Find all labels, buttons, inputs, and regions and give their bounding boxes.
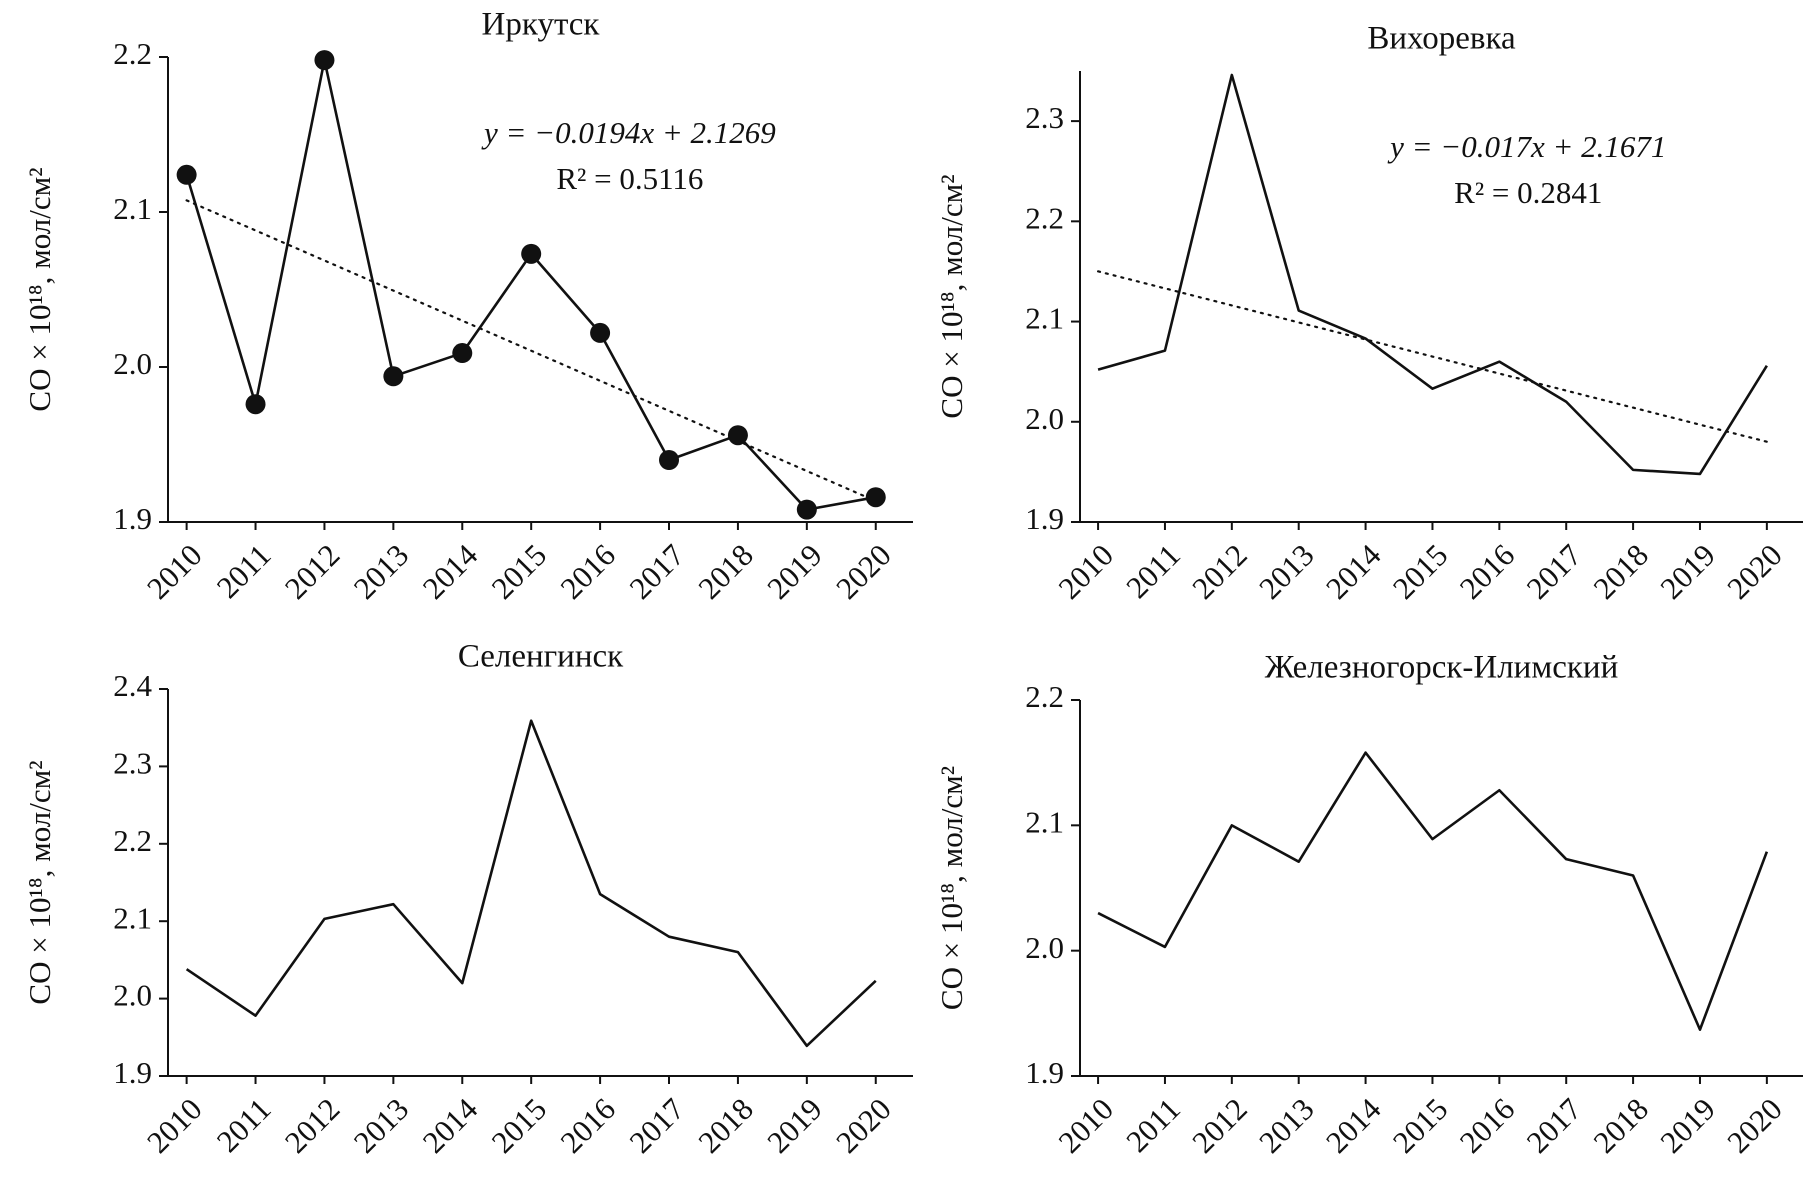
x-tick-label: 2019 bbox=[760, 1091, 829, 1160]
x-tick-label: 2016 bbox=[1453, 537, 1522, 606]
x-tick-label: 2018 bbox=[691, 537, 760, 606]
trend-equation: y = −0.017x + 2.1671 bbox=[1387, 129, 1666, 164]
y-tick-label: 2.1 bbox=[1025, 301, 1064, 336]
x-tick-label: 2020 bbox=[829, 1091, 898, 1160]
x-tick-label: 2017 bbox=[622, 1091, 691, 1160]
y-tick-label: 2.2 bbox=[1025, 679, 1064, 714]
y-tick-label: 2.0 bbox=[113, 346, 152, 381]
x-tick-label: 2019 bbox=[1653, 537, 1722, 606]
data-point bbox=[176, 164, 197, 185]
data-point bbox=[521, 243, 542, 264]
x-tick-label: 2011 bbox=[210, 1091, 278, 1159]
y-tick-label: 2.2 bbox=[1025, 200, 1064, 235]
y-tick-label: 2.0 bbox=[113, 978, 152, 1013]
x-tick-label: 2011 bbox=[1119, 1091, 1187, 1159]
x-tick-label: 2018 bbox=[1586, 1091, 1655, 1160]
chart-title: Железногорск-Илимский bbox=[1265, 650, 1618, 686]
data-line bbox=[1097, 73, 1768, 476]
y-tick-label: 2.3 bbox=[1025, 100, 1064, 135]
data-point bbox=[727, 425, 748, 446]
y-tick-label: 2.0 bbox=[1025, 401, 1064, 436]
data-point bbox=[796, 499, 817, 520]
x-tick-label: 2014 bbox=[416, 1091, 485, 1160]
x-tick-label: 2012 bbox=[278, 1091, 347, 1160]
x-tick-label: 2019 bbox=[760, 537, 829, 606]
x-tick-label: 2015 bbox=[1386, 537, 1455, 606]
y-tick-label: 2.2 bbox=[113, 823, 152, 858]
x-tick-label: 2018 bbox=[1586, 537, 1655, 606]
x-tick-label: 2015 bbox=[485, 1091, 554, 1160]
x-tick-label: 2011 bbox=[210, 537, 278, 605]
chart-title: Вихоревка bbox=[1367, 21, 1516, 57]
chart-title: Иркутск bbox=[482, 7, 601, 43]
data-point bbox=[245, 394, 266, 415]
x-tick-label: 2010 bbox=[140, 1091, 209, 1160]
y-tick-label: 2.1 bbox=[1025, 804, 1064, 839]
y-axis-label: CO × 10¹⁸, мол/см² bbox=[22, 167, 57, 411]
data-point bbox=[659, 450, 680, 470]
x-tick-label: 2013 bbox=[1252, 1091, 1321, 1160]
y-tick-label: 2.4 bbox=[113, 668, 152, 703]
x-tick-label: 2018 bbox=[691, 1091, 760, 1160]
y-axis-label: CO × 10¹⁸, мол/см² bbox=[22, 760, 57, 1004]
chart-panel: Железногорск-Илимский CO × 10¹⁸, мол/см² 1… bbox=[934, 650, 1803, 1160]
y-axis-label: CO × 10¹⁸, мол/см² bbox=[934, 766, 969, 1010]
x-tick-label: 2019 bbox=[1653, 1091, 1722, 1160]
x-tick-label: 2013 bbox=[347, 537, 416, 606]
x-tick-label: 2016 bbox=[553, 537, 622, 606]
x-tick-label: 2012 bbox=[1185, 537, 1254, 606]
x-tick-label: 2011 bbox=[1119, 537, 1187, 605]
y-axis-label: CO × 10¹⁸, мол/см² bbox=[934, 174, 969, 418]
trend-line bbox=[1096, 270, 1768, 443]
y-tick-label: 2.1 bbox=[113, 900, 152, 935]
y-tick-label: 2.0 bbox=[1025, 930, 1064, 965]
x-tick-label: 2010 bbox=[140, 537, 209, 606]
y-tick-label: 1.9 bbox=[113, 501, 152, 536]
data-point bbox=[865, 487, 886, 508]
x-tick-label: 2017 bbox=[1520, 537, 1589, 606]
data-line bbox=[185, 719, 877, 1048]
data-point bbox=[590, 322, 611, 343]
chart-title: Селенгинск bbox=[458, 639, 624, 675]
x-tick-label: 2017 bbox=[622, 537, 691, 606]
x-tick-label: 2016 bbox=[553, 1091, 622, 1160]
data-point bbox=[452, 343, 473, 364]
chart-panel: Вихоревка CO × 10¹⁸, мол/см² 1.9 2.0 2.1 2.2 2… bbox=[934, 21, 1803, 606]
x-tick-label: 2013 bbox=[347, 1091, 416, 1160]
trend-r2: R² = 0.2841 bbox=[1454, 175, 1602, 210]
chart-panel: Селенгинск CO × 10¹⁸, мол/см² 1.9 2.0 2.1 2.2… bbox=[22, 639, 913, 1160]
x-tick-label: 2016 bbox=[1453, 1091, 1522, 1160]
data-point bbox=[383, 366, 404, 387]
x-tick-label: 2014 bbox=[1319, 537, 1388, 606]
x-tick-label: 2012 bbox=[1185, 1091, 1254, 1160]
x-tick-label: 2015 bbox=[485, 537, 554, 606]
y-tick-label: 1.9 bbox=[1025, 1055, 1064, 1090]
trend-line bbox=[185, 199, 877, 503]
x-tick-label: 2020 bbox=[1720, 537, 1789, 606]
x-tick-label: 2010 bbox=[1051, 1091, 1120, 1160]
y-tick-label: 1.9 bbox=[1025, 501, 1064, 536]
x-tick-label: 2013 bbox=[1252, 537, 1321, 606]
chart-panel: Иркутск CO × 10¹⁸, мол/см² 1.9 2.0 2.1 2.2 201… bbox=[22, 7, 913, 606]
x-tick-label: 2014 bbox=[416, 537, 485, 606]
x-tick-label: 2014 bbox=[1319, 1091, 1388, 1160]
y-tick-label: 2.1 bbox=[113, 191, 152, 226]
x-tick-label: 2017 bbox=[1520, 1091, 1589, 1160]
y-tick-label: 2.2 bbox=[113, 36, 152, 71]
x-tick-label: 2012 bbox=[278, 537, 347, 606]
data-line bbox=[1097, 751, 1769, 1031]
x-tick-label: 2015 bbox=[1386, 1091, 1455, 1160]
trend-equation: y = −0.0194x + 2.1269 bbox=[481, 115, 776, 150]
trend-r2: R² = 0.5116 bbox=[556, 161, 703, 196]
x-tick-label: 2010 bbox=[1051, 537, 1120, 606]
x-tick-label: 2020 bbox=[829, 537, 898, 606]
data-point bbox=[314, 50, 335, 71]
y-tick-label: 1.9 bbox=[113, 1055, 152, 1090]
y-tick-label: 2.3 bbox=[113, 746, 152, 781]
x-tick-label: 2020 bbox=[1720, 1091, 1789, 1160]
